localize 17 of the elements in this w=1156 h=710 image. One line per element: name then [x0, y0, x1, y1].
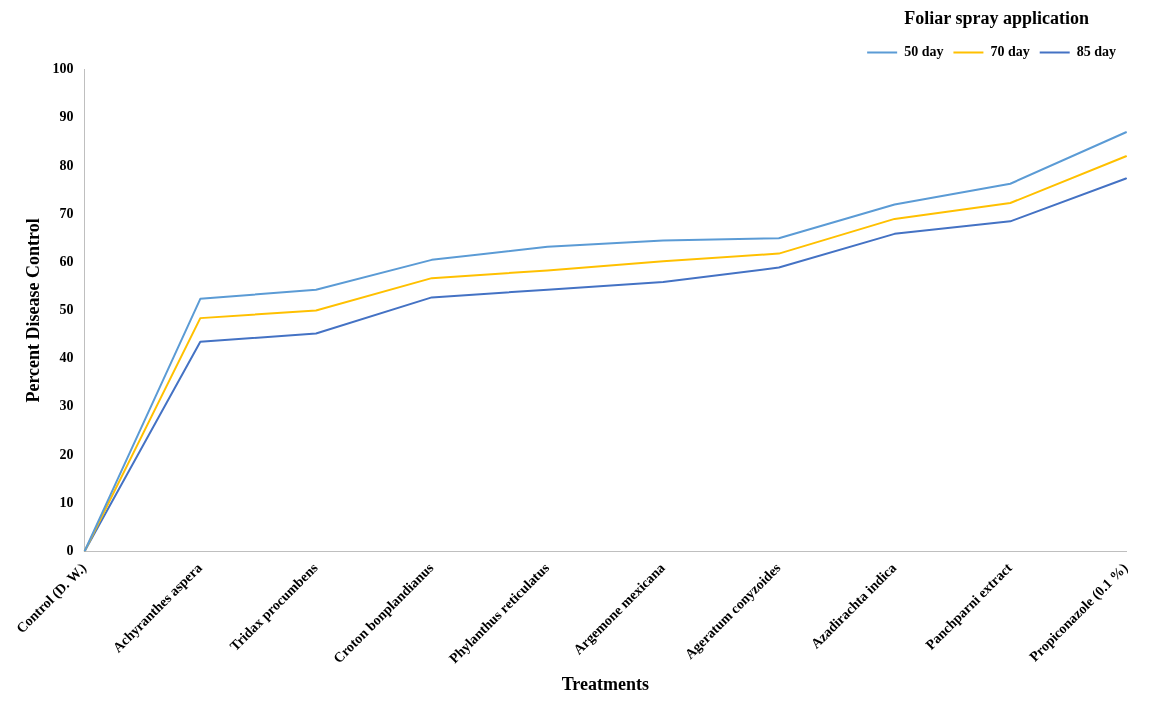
- y-tick-label: 40: [59, 350, 74, 366]
- x-axis-title: Treatments: [561, 673, 649, 694]
- y-tick-label: 60: [59, 253, 74, 269]
- y-tick-label: 10: [59, 494, 74, 510]
- y-tick-label: 0: [66, 542, 74, 558]
- legend-title: Foliar spray application: [904, 7, 1089, 28]
- legend-label: 70 day: [990, 44, 1030, 60]
- y-tick-label: 70: [59, 205, 74, 221]
- legend-label: 85 day: [1076, 44, 1117, 60]
- y-tick-label: 90: [59, 109, 74, 125]
- y-tick-label: 50: [59, 302, 74, 318]
- legend-label: 50 day: [904, 44, 944, 60]
- y-tick-label: 30: [59, 398, 74, 414]
- y-tick-label: 20: [59, 446, 74, 462]
- y-axis-title: Percent Disease Control: [23, 218, 44, 403]
- y-tick-label: 100: [52, 61, 74, 77]
- y-tick-label: 80: [59, 157, 74, 173]
